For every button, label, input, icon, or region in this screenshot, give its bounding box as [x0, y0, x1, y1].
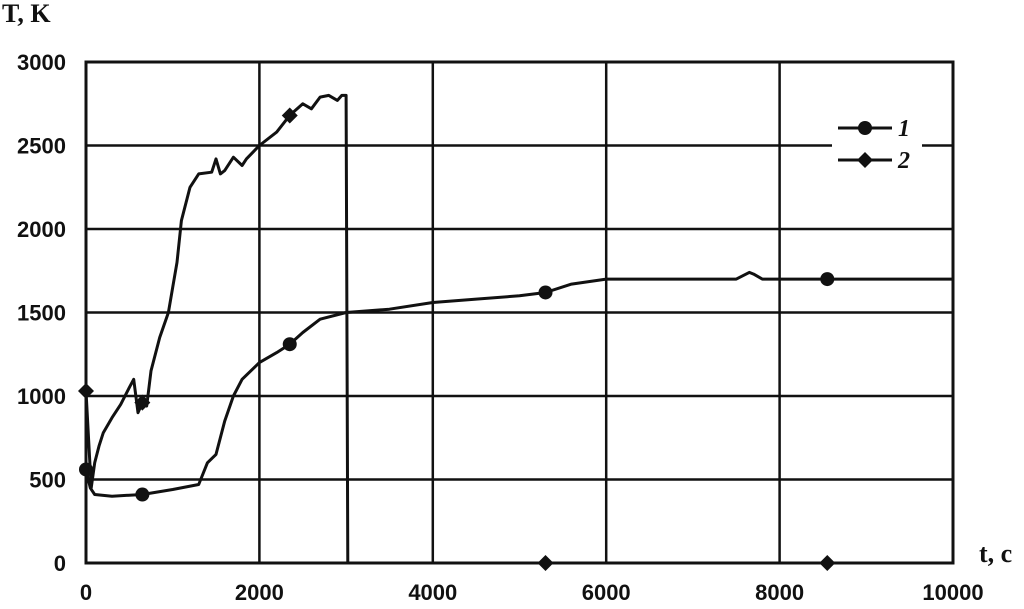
legend-label-1: 1	[898, 116, 910, 142]
y-tick-label: 1500	[17, 301, 66, 326]
series-1-marker	[538, 285, 553, 300]
x-tick-label: 8000	[755, 580, 804, 605]
series-1-marker	[820, 272, 835, 287]
legend: 1 2	[832, 112, 922, 178]
y-tick-label: 1000	[17, 384, 66, 409]
x-tick-label: 10000	[922, 580, 983, 605]
series-1-line	[84, 270, 953, 498]
series-1-marker	[282, 337, 297, 352]
legend-background	[832, 112, 922, 178]
series-2-marker	[537, 555, 554, 571]
x-tick-label: 0	[80, 580, 92, 605]
y-tick-label: 500	[29, 468, 66, 493]
series-2-marker	[281, 107, 298, 124]
y-axis-title: T, K	[2, 0, 51, 28]
series-1-marker	[135, 487, 150, 502]
series-2-line	[84, 93, 350, 564]
legend-marker-1	[858, 121, 872, 135]
y-tick-label: 2000	[17, 217, 66, 242]
x-tick-label: 4000	[408, 580, 457, 605]
x-tick-label: 6000	[582, 580, 631, 605]
series-2-marker	[819, 555, 836, 571]
tick-labels: 0 2000 4000 6000 8000 10000 0 500 1000 1500 2000 25…	[17, 50, 984, 605]
x-tick-label: 2000	[235, 580, 284, 605]
x-axis-title: t, c	[979, 539, 1012, 568]
y-tick-label: 0	[54, 551, 66, 576]
legend-label-2: 2	[897, 148, 910, 174]
series-layer	[78, 93, 953, 571]
series-2-marker	[134, 394, 151, 411]
grid	[84, 60, 955, 565]
legend-marker-2	[857, 152, 873, 168]
y-tick-label: 3000	[17, 50, 66, 75]
y-tick-label: 2500	[17, 134, 66, 159]
series-2-marker	[78, 382, 94, 399]
